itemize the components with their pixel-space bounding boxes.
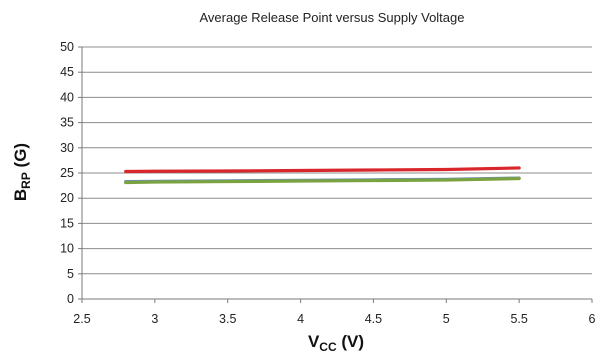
y-tick-label-8: 40	[60, 90, 74, 104]
x-axis-label-unit: (V)	[337, 332, 364, 351]
y-axis-label: BRP (G)	[11, 143, 33, 201]
series-line-3	[124, 176, 521, 185]
y-axis-label-unit: (G)	[11, 143, 30, 172]
y-tick-label-0: 0	[67, 292, 74, 306]
y-tick-label-9: 45	[60, 65, 74, 79]
x-tick-label-3: 4	[297, 312, 304, 326]
x-tick-labels: 2.5 3 3.5 4 4.5 5 5.5 6	[73, 312, 595, 326]
y-axis-label-main: B	[11, 189, 30, 201]
y-tick-label-6: 30	[60, 141, 74, 155]
y-tick-label-4: 20	[60, 191, 74, 205]
x-tick-label-5: 5	[443, 312, 450, 326]
x-tick-label-7: 6	[589, 312, 596, 326]
series-lines	[124, 166, 521, 185]
x-tick-label-0: 2.5	[73, 312, 90, 326]
x-tick-label-4: 4.5	[365, 312, 382, 326]
x-tick-label-2: 3.5	[219, 312, 236, 326]
y-tick-label-10: 50	[60, 40, 74, 54]
y-axis-label-subscript: RP	[19, 172, 33, 189]
series-line-1	[124, 166, 521, 174]
y-tick-labels: 0 5 10 15 20 25 30 35 40 45 50	[60, 40, 74, 306]
x-axis-label-main: V	[308, 332, 320, 351]
axes	[78, 46, 593, 303]
y-tick-label-3: 15	[60, 216, 74, 230]
x-tick-label-1: 3	[151, 312, 158, 326]
grid-lines	[82, 46, 592, 275]
chart-title: Average Release Point versus Supply Volt…	[200, 10, 465, 25]
y-tick-label-7: 35	[60, 116, 74, 130]
x-axis-label: VCC (V)	[308, 332, 364, 354]
y-tick-label-2: 10	[60, 242, 74, 256]
x-axis-label-subscript: CC	[319, 340, 337, 354]
y-tick-label-5: 25	[60, 166, 74, 180]
y-tick-label-1: 5	[67, 267, 74, 281]
x-tick-label-6: 5.5	[510, 312, 527, 326]
